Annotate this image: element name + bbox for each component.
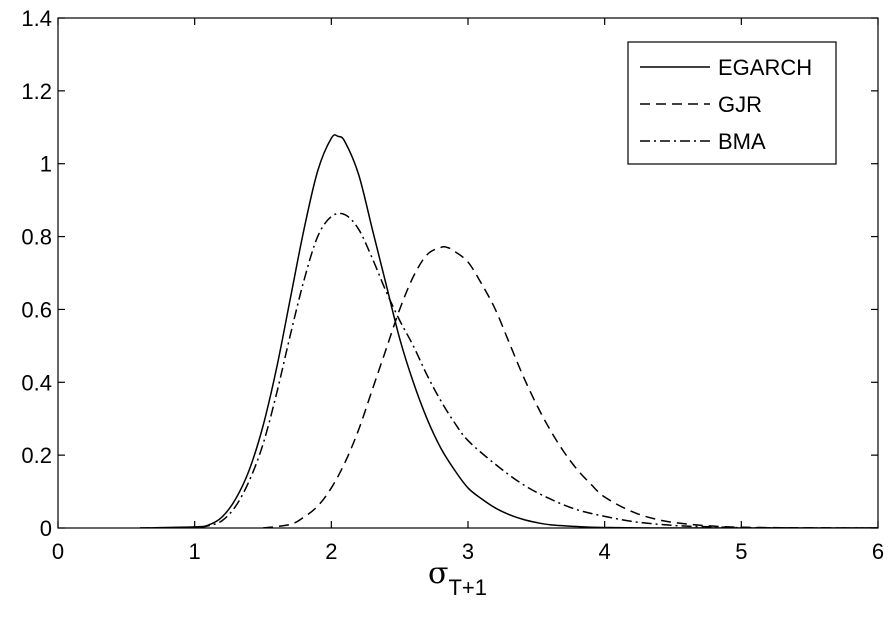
x-tick-label: 6 — [872, 539, 884, 564]
x-axis-label-subscript: T+1 — [448, 575, 487, 600]
y-tick-label: 0.8 — [21, 225, 52, 250]
legend-label-bma: BMA — [718, 129, 766, 154]
x-tick-label: 3 — [462, 539, 474, 564]
axis-tick-labels: 0 1 2 3 4 5 6 0 0.2 0.4 0.6 0.8 1 1.2 1.4 — [21, 6, 884, 564]
x-tick-label: 1 — [189, 539, 201, 564]
legend: EGARCH GJR BMA — [627, 41, 837, 165]
y-tick-label: 0.2 — [21, 443, 52, 468]
legend-box — [627, 41, 837, 165]
x-tick-label: 2 — [325, 539, 337, 564]
legend-label-egarch: EGARCH — [718, 55, 812, 80]
x-tick-label: 0 — [52, 539, 64, 564]
x-tick-label: 5 — [735, 539, 747, 564]
x-axis-label: σT+1 — [428, 556, 487, 600]
x-axis-label-main: σ — [428, 556, 448, 591]
y-tick-label: 1.4 — [21, 6, 52, 31]
series-line-bma — [139, 212, 878, 528]
y-tick-label: 0.4 — [21, 370, 52, 395]
legend-label-gjr: GJR — [718, 92, 762, 117]
x-tick-label: 4 — [599, 539, 611, 564]
y-tick-label: 1 — [40, 152, 52, 177]
y-tick-label: 0.6 — [21, 297, 52, 322]
y-tick-label: 0 — [40, 516, 52, 541]
series-layer — [139, 134, 878, 528]
y-tick-label: 1.2 — [21, 79, 52, 104]
